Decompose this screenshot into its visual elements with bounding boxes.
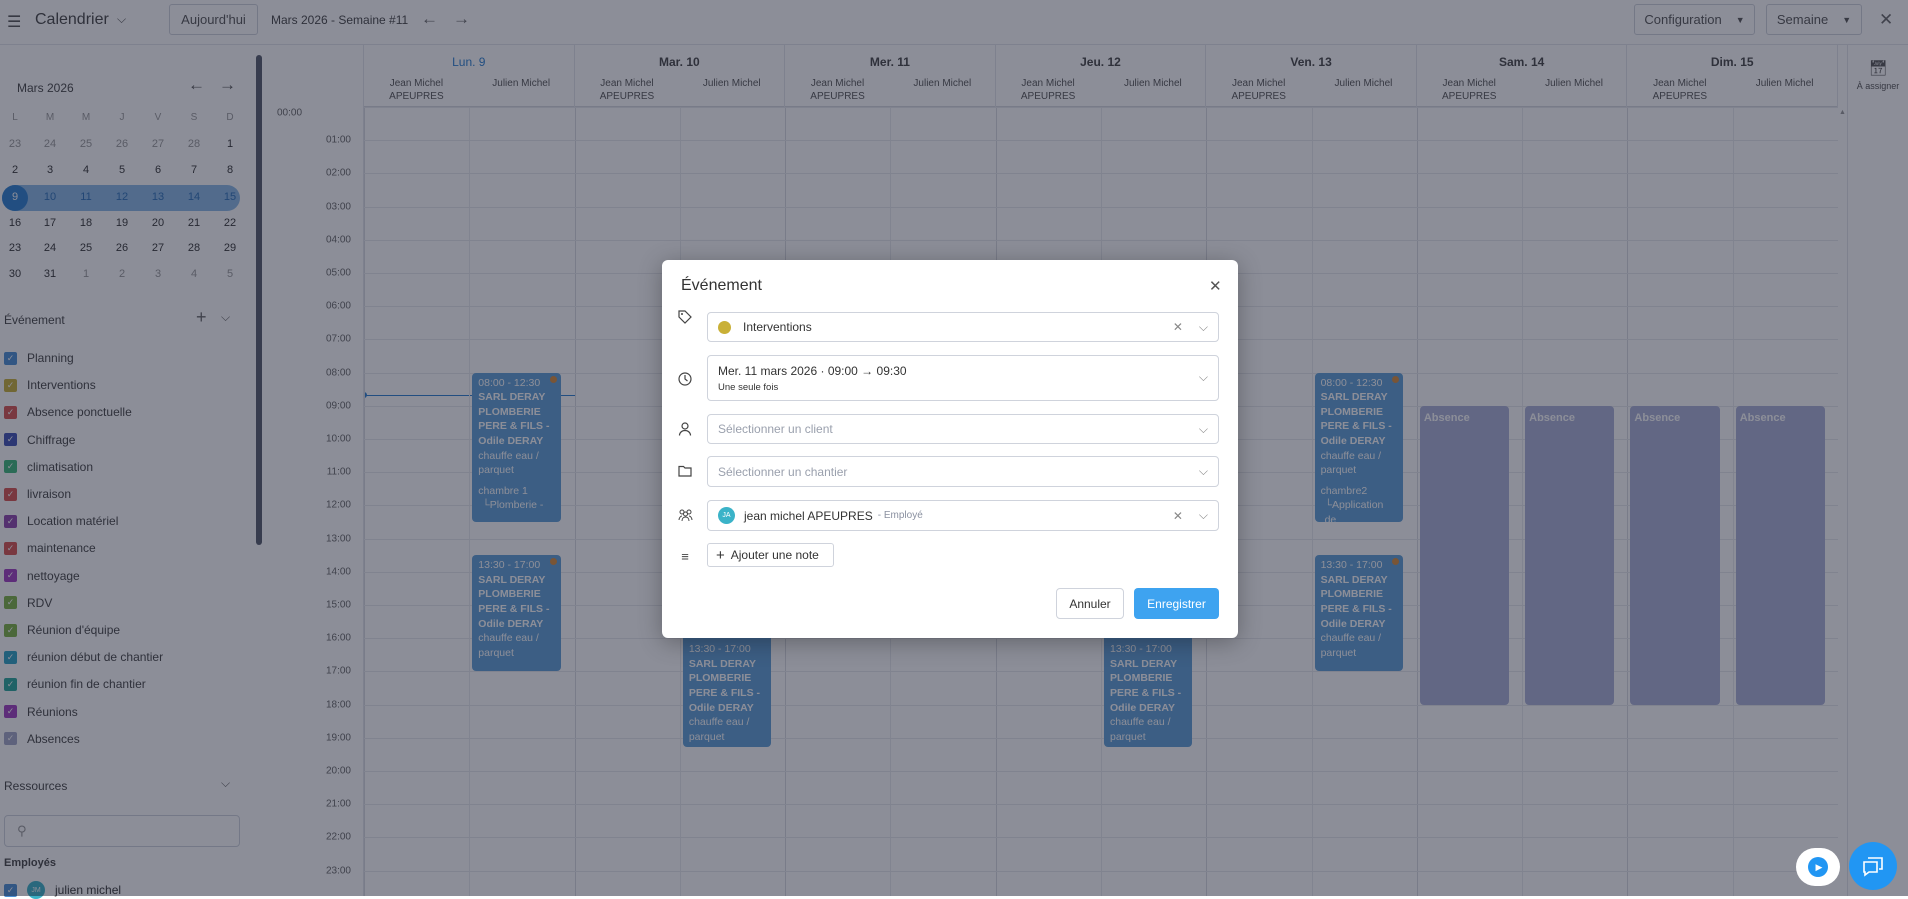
folder-icon — [676, 462, 694, 480]
event-type-value: Interventions — [743, 320, 812, 334]
chat-icon — [1863, 857, 1883, 877]
close-dialog-icon[interactable]: ✕ — [1209, 278, 1222, 295]
assignee-role: - Employé — [877, 510, 923, 521]
date-time-select[interactable]: Mer. 11 mars 2026 · 09:00 → 09:30 Une se… — [707, 355, 1219, 401]
add-note-label: Ajouter une note — [730, 548, 819, 562]
plus-icon: + — [716, 546, 725, 564]
event-type-color-dot — [718, 320, 731, 334]
site-select[interactable]: Sélectionner un chantier ⌵ — [707, 456, 1219, 487]
video-help-button[interactable]: ▶ — [1796, 848, 1840, 886]
event-type-select[interactable]: Interventions ✕ ⌵ — [707, 312, 1219, 342]
chat-button[interactable] — [1849, 842, 1897, 890]
client-placeholder: Sélectionner un client — [718, 422, 833, 436]
site-placeholder: Sélectionner un chantier — [718, 464, 848, 479]
clear-icon[interactable]: ✕ — [1172, 320, 1183, 334]
assignee-select[interactable]: JA jean michel APEUPRES - Employé ✕ ⌵ — [707, 500, 1219, 531]
cancel-button[interactable]: Annuler — [1056, 588, 1124, 619]
play-icon: ▶ — [1808, 857, 1828, 877]
recurrence-value: Une seule fois — [718, 381, 779, 393]
event-dialog: Événement ✕ Interventions ✕ ⌵ Mer. 11 mar… — [662, 260, 1238, 638]
avatar: JA — [718, 507, 735, 524]
clock-icon — [676, 370, 694, 388]
user-icon — [676, 420, 694, 438]
users-icon — [676, 506, 694, 524]
dialog-title: Événement — [681, 277, 762, 294]
chevron-down-icon[interactable]: ⌵ — [1198, 370, 1208, 384]
chevron-down-icon[interactable]: ⌵ — [1198, 319, 1208, 334]
chevron-down-icon[interactable]: ⌵ — [1198, 421, 1208, 436]
client-select[interactable]: Sélectionner un client ⌵ — [707, 414, 1219, 444]
tag-icon — [676, 308, 694, 326]
date-time-value: Mer. 11 mars 2026 · 09:00 → 09:30 — [718, 363, 907, 378]
chevron-down-icon[interactable]: ⌵ — [1198, 464, 1208, 478]
add-note-button[interactable]: + Ajouter une note — [707, 543, 834, 567]
assignee-name: jean michel APEUPRES — [744, 508, 873, 523]
save-button[interactable]: Enregistrer — [1134, 588, 1219, 619]
notes-lines-icon: ≡ — [681, 548, 689, 564]
clear-icon[interactable]: ✕ — [1172, 508, 1183, 523]
chevron-down-icon[interactable]: ⌵ — [1198, 508, 1208, 522]
